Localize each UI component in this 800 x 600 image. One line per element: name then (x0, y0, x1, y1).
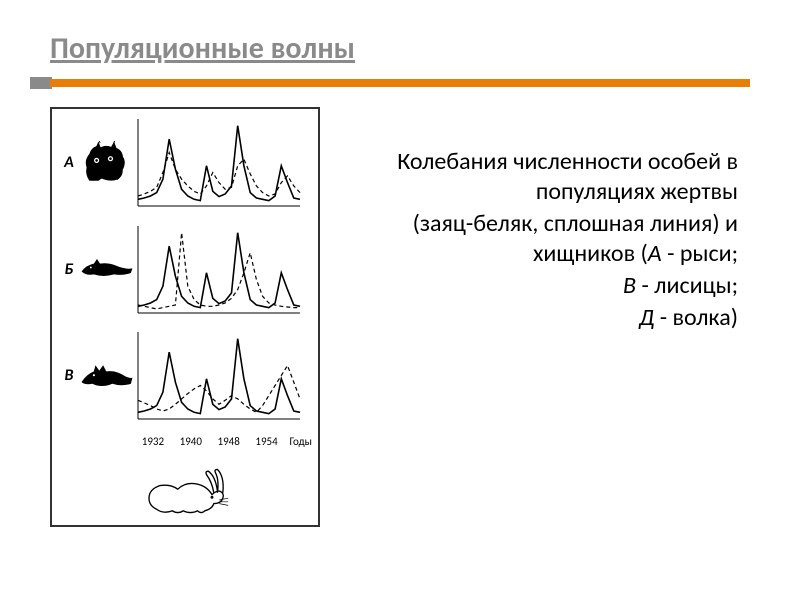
wolf-icon (80, 328, 134, 423)
divider (50, 77, 750, 89)
panel-label-D: В (58, 328, 80, 423)
prey-icon-row (58, 459, 312, 519)
panel-B: Б (58, 222, 312, 317)
x-axis-label: Годы (290, 435, 313, 448)
caption-line3: B - лисицы; (348, 271, 738, 301)
divider-box (30, 77, 52, 89)
lynx-icon (80, 115, 134, 210)
figure: А Б В 1932194019481954 Годы (50, 107, 320, 527)
page-title: Популяционные волны (50, 30, 750, 67)
x-tick: 1932 (134, 435, 172, 448)
slide: Популяционные волны А Б В 19321940194819… (0, 0, 800, 600)
chart-B (134, 222, 312, 317)
panel-D: В (58, 328, 312, 423)
x-tick: 1948 (210, 435, 248, 448)
hare-icon (140, 463, 230, 519)
panel-label-B: Б (58, 222, 80, 317)
x-axis: 1932194019481954 Годы (58, 435, 312, 448)
chart-A (134, 115, 312, 210)
chart-D (134, 328, 312, 423)
content-row: А Б В 1932194019481954 Годы Колебания чис… (50, 107, 750, 527)
divider-bar (50, 79, 750, 87)
caption-line4: Д - волка) (348, 303, 738, 333)
caption-line1: Колебания численности особей в популяция… (348, 147, 738, 207)
fox-icon (80, 222, 134, 317)
x-tick: 1940 (172, 435, 210, 448)
x-tick: 1954 (248, 435, 286, 448)
panel-A: А (58, 115, 312, 210)
caption: Колебания численности особей в популяция… (348, 107, 738, 335)
caption-line2: (заяц-беляк, сплошная линия) и хищников … (348, 209, 738, 269)
panel-label-A: А (58, 115, 80, 210)
